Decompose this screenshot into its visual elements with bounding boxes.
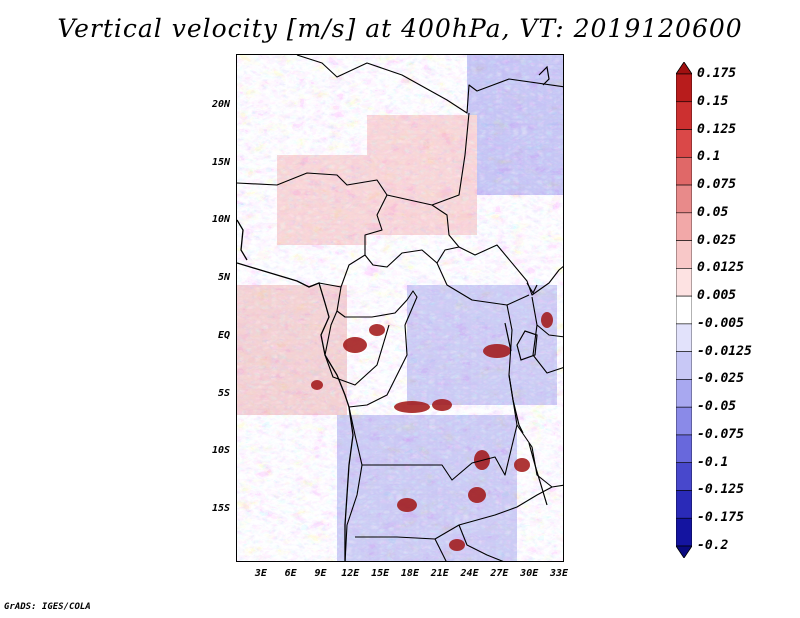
colorbar-segment: [676, 212, 692, 241]
longitude-label: 9E: [314, 568, 327, 579]
longitude-label: 30E: [520, 568, 539, 579]
colorbar-segment: [676, 101, 692, 130]
colorbar-label: 0.125: [697, 121, 737, 137]
colorbar-segment: [676, 434, 692, 464]
convective-cells: [311, 312, 553, 551]
colorbar-segment: [676, 156, 692, 186]
latitude-label: EQ: [217, 329, 230, 341]
colorbar-label: 0.005: [697, 288, 737, 304]
latitude-label: 5S: [217, 387, 230, 399]
colorbar-segment: [676, 73, 692, 103]
lakes: [504, 65, 550, 506]
colorbar-label: -0.1: [697, 454, 729, 470]
field-fine-texture: [237, 55, 563, 561]
colorbar-label: 0.0125: [697, 260, 744, 276]
colorbar-segment: [676, 379, 692, 408]
colorbar-min-arrow: [676, 545, 692, 558]
longitude-label: 3E: [254, 568, 267, 579]
colorbar-segment: [676, 240, 692, 269]
colorbar-segment: [676, 323, 692, 352]
colorbar-label: 0.15: [697, 93, 729, 109]
colorbar-label: -0.005: [697, 315, 744, 331]
chart-title: Vertical velocity [m/s] at 400hPa, VT: 2…: [57, 14, 743, 43]
latitude-label: 5N: [217, 272, 230, 284]
vertical-velocity-field: [237, 55, 563, 561]
longitude-label: 15E: [371, 568, 390, 579]
colorbar-label: 0.1: [697, 149, 721, 165]
colorbar-label: -0.075: [697, 426, 744, 442]
coastline: [237, 219, 354, 561]
country-borders: [237, 55, 563, 561]
latitude-label: 10N: [211, 214, 230, 226]
longitude-label: 12E: [341, 568, 360, 579]
colorbar-segment: [676, 406, 692, 436]
longitude-label: 18E: [400, 568, 419, 579]
grads-footer: GrADS: IGES/COLA: [4, 602, 91, 612]
longitude-label: 6E: [284, 568, 297, 579]
longitude-label: 21E: [430, 568, 449, 579]
colorbar-segment: [676, 268, 692, 297]
colorbar-max-arrow: [676, 62, 692, 75]
colorbar-label: -0.2: [697, 538, 729, 553]
colorbar-segment: [676, 129, 692, 158]
colorbar-label: 0.025: [697, 232, 737, 248]
colorbar-segment: [676, 184, 692, 214]
colorbar-label: 0.05: [697, 204, 729, 220]
colorbar-label: 0.075: [697, 177, 737, 193]
colorbar-label: -0.025: [697, 371, 744, 387]
colorbar-segment: [676, 295, 692, 325]
latitude-label: 15S: [211, 503, 230, 515]
latitude-label: 20N: [211, 98, 230, 110]
colorbar-label: -0.05: [697, 399, 737, 415]
colorbar-segment: [676, 517, 692, 547]
colorbar-label: -0.0125: [697, 343, 752, 359]
longitude-label: 24E: [460, 568, 479, 579]
colorbar-label: -0.175: [697, 510, 744, 526]
latitude-label: 15N: [211, 156, 230, 168]
latitude-label: 10S: [211, 445, 230, 457]
colorbar-segment: [676, 351, 692, 380]
longitude-label: 27E: [490, 568, 509, 579]
colorbar-label: 0.175: [697, 66, 737, 81]
longitude-label: 33E: [549, 568, 569, 579]
colorbar-segment: [676, 490, 692, 519]
colorbar-label: -0.125: [697, 482, 744, 498]
colorbar-segment: [676, 462, 692, 491]
map-panel: [236, 54, 564, 562]
colorbar: [676, 62, 692, 558]
